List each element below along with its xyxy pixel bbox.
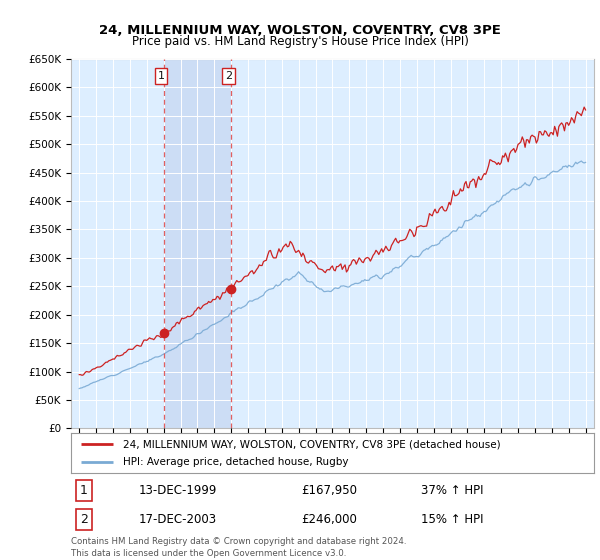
Text: 1: 1	[80, 484, 88, 497]
Text: 2: 2	[225, 71, 232, 81]
Text: Contains HM Land Registry data © Crown copyright and database right 2024.: Contains HM Land Registry data © Crown c…	[71, 537, 406, 546]
Text: 1: 1	[158, 71, 164, 81]
Text: HPI: Average price, detached house, Rugby: HPI: Average price, detached house, Rugb…	[123, 457, 349, 467]
Text: 17-DEC-2003: 17-DEC-2003	[139, 513, 217, 526]
Text: 37% ↑ HPI: 37% ↑ HPI	[421, 484, 484, 497]
Text: 24, MILLENNIUM WAY, WOLSTON, COVENTRY, CV8 3PE (detached house): 24, MILLENNIUM WAY, WOLSTON, COVENTRY, C…	[123, 439, 501, 449]
Text: 24, MILLENNIUM WAY, WOLSTON, COVENTRY, CV8 3PE: 24, MILLENNIUM WAY, WOLSTON, COVENTRY, C…	[99, 24, 501, 36]
Text: 13-DEC-1999: 13-DEC-1999	[139, 484, 217, 497]
Text: £246,000: £246,000	[301, 513, 357, 526]
Text: £167,950: £167,950	[301, 484, 357, 497]
Text: 2: 2	[80, 513, 88, 526]
Text: Price paid vs. HM Land Registry's House Price Index (HPI): Price paid vs. HM Land Registry's House …	[131, 35, 469, 48]
Text: This data is licensed under the Open Government Licence v3.0.: This data is licensed under the Open Gov…	[71, 549, 346, 558]
Text: 15% ↑ HPI: 15% ↑ HPI	[421, 513, 484, 526]
Bar	[164, 59, 231, 428]
